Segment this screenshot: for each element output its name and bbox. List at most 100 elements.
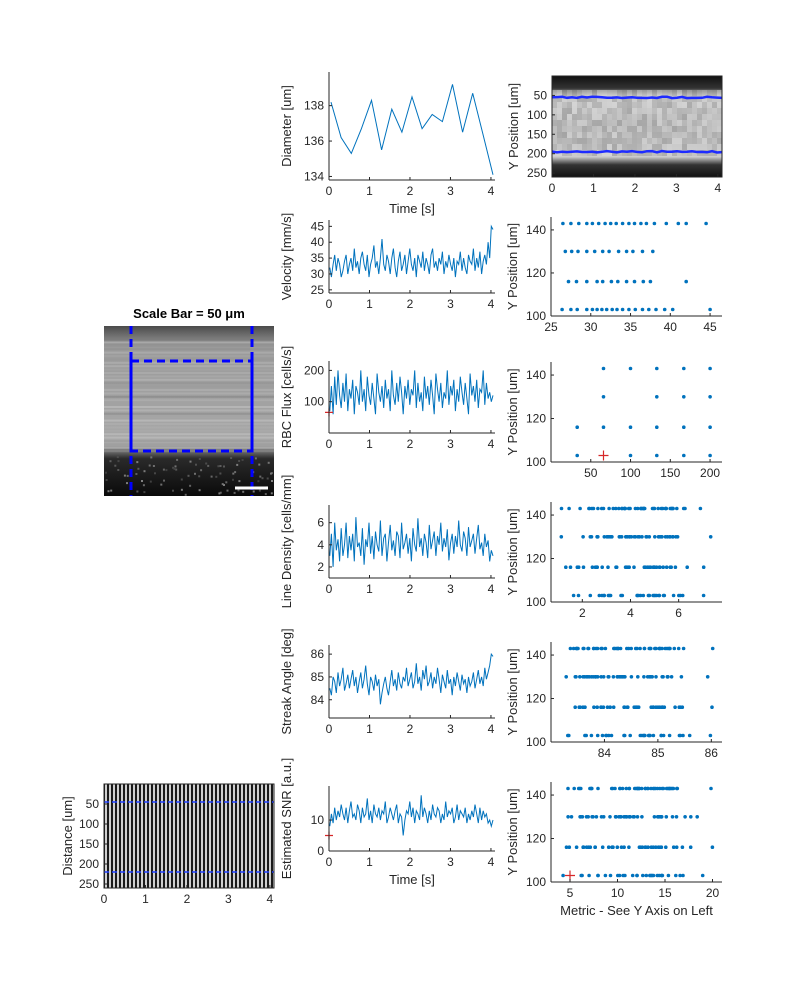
diameter_kymo-pixel <box>597 114 602 120</box>
velocity_scatter-point <box>651 249 655 254</box>
velocity-ylabel: Velocity [mm/s] <box>279 213 294 300</box>
velocity_scatter-points <box>560 221 712 312</box>
scale-image-streak <box>104 399 274 402</box>
scale-image-noise <box>259 475 262 478</box>
velocity_scatter-point <box>708 307 712 312</box>
diameter_kymo-pixel <box>557 108 562 114</box>
streak_angle_scatter-point <box>626 705 630 709</box>
streak_angle_scatter-point <box>601 675 606 679</box>
scale-image-noise <box>189 484 192 487</box>
diameter_kymo-pixel <box>682 138 687 144</box>
distance_kymo-axis-box <box>103 783 275 889</box>
diameter_kymo-pixel <box>562 108 567 114</box>
diameter_kymo-xtick-label: 0 <box>549 181 556 195</box>
diameter_kymo-pixel <box>632 114 637 120</box>
line_density_scatter-point <box>597 593 602 598</box>
scale-image-streak <box>104 440 274 442</box>
scale-image-noise <box>152 465 155 467</box>
snr_scatter-point <box>624 786 629 791</box>
streak_angle_scatter-point <box>676 646 681 651</box>
scale-image-noise <box>234 471 237 474</box>
diameter_kymo-pixel <box>632 102 637 108</box>
streak_angle_scatter-point <box>604 733 608 738</box>
scale-image-noise <box>148 464 151 467</box>
diameter_kymo-pixel <box>552 138 557 144</box>
snr_scatter-point <box>610 845 614 849</box>
line_density-xtick-label: 3 <box>447 582 454 596</box>
scale-image-noise <box>116 456 119 459</box>
distance_kymo-ytick-label: 200 <box>79 857 99 871</box>
scale-image-streak <box>104 385 274 388</box>
snr_scatter-point <box>680 845 685 849</box>
scale-image-noise <box>189 460 192 463</box>
snr_scatter-point <box>577 786 582 791</box>
diameter_kymo-pixel <box>652 120 657 126</box>
snr_scatter-point <box>615 845 620 849</box>
diameter_kymo-pixel <box>567 102 572 108</box>
snr_scatter-point <box>674 873 678 878</box>
snr_scatter-point <box>561 873 565 878</box>
scale-image-noise <box>160 483 163 486</box>
snr_scatter-point <box>580 873 584 878</box>
snr_scatter-point <box>635 873 639 878</box>
diameter_kymo-pixel <box>572 108 577 114</box>
streak_angle_scatter-point <box>577 705 581 709</box>
line_density_scatter-point <box>664 565 669 569</box>
scale-image-streak <box>104 423 274 425</box>
diameter_kymo-pixel <box>657 144 662 150</box>
scale-image-noise <box>242 490 245 493</box>
diameter_kymo-pixel <box>637 132 642 138</box>
snr_scatter-point <box>564 845 569 849</box>
diameter_kymo-ytick-label: 100 <box>527 108 547 122</box>
diameter_kymo-xtick-label: 4 <box>715 181 722 195</box>
streak_angle_scatter-point <box>642 675 646 679</box>
diameter_kymo-pixel <box>697 138 702 144</box>
scale-image-noise <box>163 479 165 482</box>
diameter_kymo-pixel <box>702 108 707 114</box>
line_density_scatter-point <box>685 565 689 569</box>
diameter_kymo-pixel <box>667 138 672 144</box>
velocity_scatter-point <box>569 307 573 312</box>
rbc_flux_scatter-points <box>575 366 712 458</box>
diameter_kymo-pixel <box>572 102 577 108</box>
diameter_kymo-ylabel: Y Position [um] <box>506 83 521 170</box>
diameter_kymo-pixel <box>607 108 612 114</box>
line_density_scatter-point <box>607 506 611 511</box>
diameter_kymo-pixel <box>572 114 577 120</box>
diameter_kymo-pixel <box>702 90 707 96</box>
diameter_kymo-pixel <box>662 90 667 96</box>
velocity_scatter-point <box>596 221 601 226</box>
streak_angle_scatter-point <box>647 733 651 738</box>
diameter_kymo-pixel <box>632 108 637 114</box>
streak_angle_scatter-point <box>659 733 663 738</box>
streak_angle_scatter-point <box>635 646 639 651</box>
diameter_kymo-pixel <box>587 126 592 132</box>
streak_angle_scatter-point <box>571 646 576 651</box>
diameter_kymo-pixel <box>627 120 632 126</box>
diameter_kymo-pixel <box>712 102 717 108</box>
snr_scatter-point <box>709 786 713 791</box>
diameter_kymo-boundary <box>551 149 723 154</box>
scale-bar-title: Scale Bar = 50 μm <box>133 306 245 321</box>
diameter_kymo-pixel <box>702 138 707 144</box>
diameter_kymo-pixel <box>552 114 557 120</box>
snr_scatter-point <box>584 815 589 819</box>
scale-image-noise <box>195 463 197 466</box>
diameter_kymo-image <box>551 76 723 177</box>
snr_scatter-point <box>635 786 640 791</box>
diameter_kymo-pixel <box>707 90 712 96</box>
velocity_scatter-point <box>585 307 589 312</box>
line_density_scatter-point <box>581 565 586 569</box>
scale-image-streak <box>104 355 274 357</box>
streak_angle_scatter-point <box>606 675 610 679</box>
scale-image-noise <box>173 467 176 470</box>
diameter_kymo-pixel <box>652 132 657 138</box>
scale-image-noise <box>184 493 187 496</box>
diameter_kymo-pixel <box>652 102 657 108</box>
scale-image-streak <box>104 375 274 378</box>
diameter_kymo-pixel <box>672 132 677 138</box>
diameter_kymo-pixel <box>602 114 607 120</box>
diameter_kymo-pixel <box>702 96 707 102</box>
line_density-xtick-label: 4 <box>488 582 495 596</box>
velocity_scatter-point <box>624 279 629 284</box>
